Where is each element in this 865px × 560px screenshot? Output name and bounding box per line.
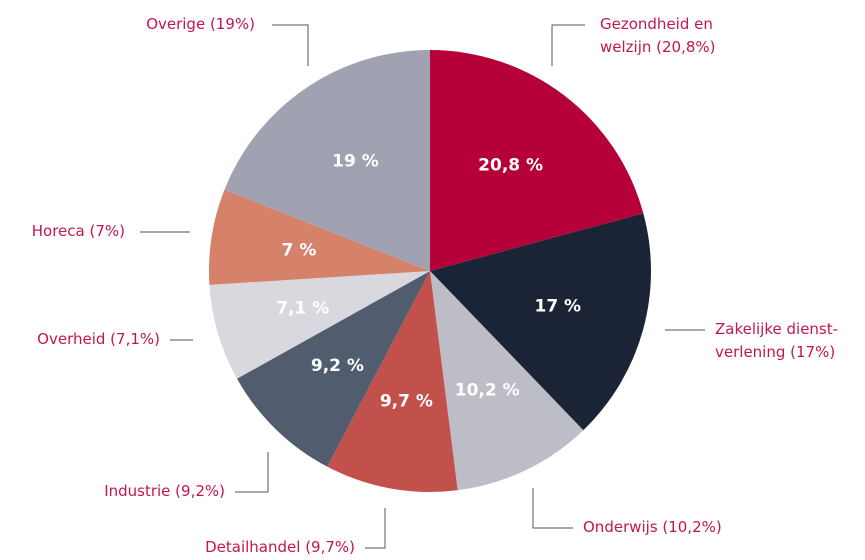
category-label: Horeca (7%) <box>31 222 125 240</box>
slice-label: 9,7 % <box>380 391 433 411</box>
category-label: Overheid (7,1%) <box>37 330 160 348</box>
category-label: Zakelijke dienst-verlening (17%) <box>715 320 839 361</box>
pie-slice <box>430 50 644 271</box>
category-label: Onderwijs (10,2%) <box>583 518 722 536</box>
slice-label: 17 % <box>534 296 581 316</box>
leader-line <box>551 24 585 66</box>
leader-line <box>532 488 573 529</box>
slice-label: 7,1 % <box>276 298 329 318</box>
pie-slice <box>327 271 458 492</box>
slice-label: 20,8 % <box>478 156 543 176</box>
leader-line <box>365 508 386 549</box>
leader-line <box>272 24 309 66</box>
category-label: Industrie (9,2%) <box>104 482 225 500</box>
pie-slice <box>224 50 430 271</box>
pie-slice <box>430 213 651 431</box>
slice-label: 7 % <box>282 240 317 260</box>
slice-label: 19 % <box>332 151 379 171</box>
category-label: Overige (19%) <box>146 15 255 33</box>
pie-slice <box>209 189 430 285</box>
category-label: Detailhandel (9,7%) <box>205 538 355 556</box>
slice-label: 9,2 % <box>311 356 364 376</box>
pie-slice <box>237 271 430 467</box>
pie-slice <box>209 271 430 379</box>
category-label: Gezondheid en welzijn (20,8%) <box>600 15 716 56</box>
pie-slice <box>430 271 584 491</box>
leader-line <box>235 452 269 493</box>
slice-label: 10,2 % <box>455 381 520 401</box>
